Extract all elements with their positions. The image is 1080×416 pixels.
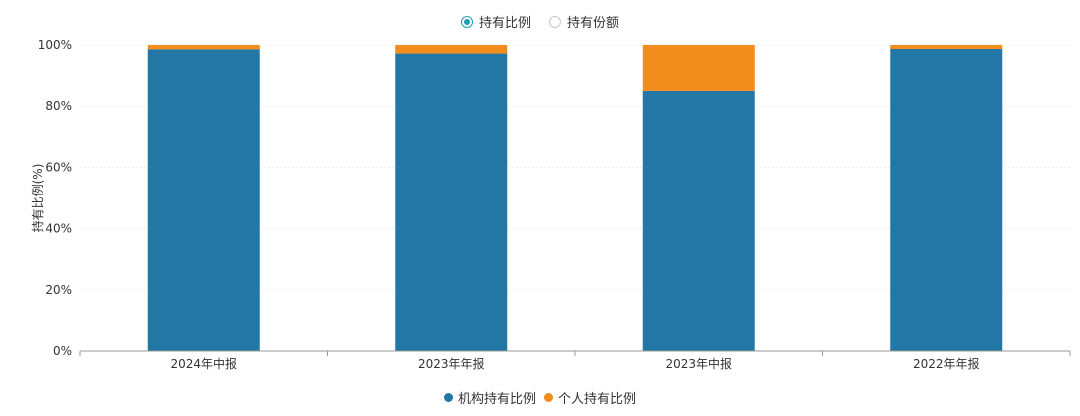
bar-segment (890, 48, 1003, 352)
y-tick-label: 80% (45, 99, 72, 113)
view-toggle: 持有比例 持有份额 (0, 12, 1080, 31)
toggle-holding-shares[interactable]: 持有份额 (549, 12, 619, 31)
bar-segment (890, 45, 1003, 49)
x-tick-label: 2023年中报 (665, 356, 732, 371)
stacked-bar-chart: 0% 20% 40% 60% 80% 100% 持有比例(%) 2024年中报 2023年年报 2… (30, 38, 1071, 371)
bar-segment (147, 45, 260, 50)
legend-dot-institution (443, 393, 453, 402)
toggle-holding-shares-label: 持有份额 (567, 16, 620, 31)
chart-legend: 机构持有比例 个人持有比例 (0, 388, 1080, 407)
bar-segment (147, 49, 260, 352)
radio-unselected-icon (549, 15, 561, 28)
legend-item-institution[interactable]: 机构持有比例 (443, 388, 536, 407)
legend-label-institution: 机构持有比例 (457, 392, 536, 407)
x-tick-label: 2023年年报 (418, 356, 485, 371)
bar-segment (395, 45, 508, 54)
y-tick-label: 0% (53, 344, 72, 358)
radio-selected-icon (460, 15, 473, 28)
legend-dot-individual (544, 393, 553, 402)
y-tick-label: 100% (38, 38, 72, 52)
y-tick-label: 60% (45, 160, 72, 174)
y-tick-label: 20% (45, 283, 72, 297)
toggle-holding-ratio[interactable]: 持有比例 (460, 12, 531, 31)
bar-segment (642, 90, 755, 352)
legend-item-individual[interactable]: 个人持有比例 (544, 388, 636, 407)
y-axis-title: 持有比例(%) (30, 164, 45, 233)
legend-label-individual: 个人持有比例 (558, 392, 637, 407)
x-tick-label: 2024年中报 (170, 356, 237, 371)
x-tick-label: 2022年年报 (913, 356, 980, 371)
bar-segment (642, 45, 755, 91)
toggle-holding-ratio-label: 持有比例 (478, 16, 531, 31)
bar-segment (395, 53, 508, 352)
y-tick-label: 40% (45, 222, 72, 236)
